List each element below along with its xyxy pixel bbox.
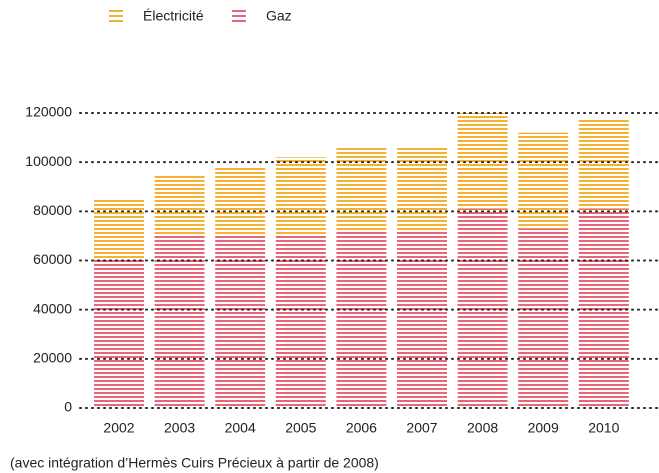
bar-segment bbox=[275, 157, 326, 236]
legend-swatch bbox=[109, 20, 123, 22]
x-tick-label: 2008 bbox=[467, 420, 498, 436]
bar-segment bbox=[397, 231, 447, 408]
y-tick-label: 100000 bbox=[25, 153, 72, 169]
y-tick-label: 40000 bbox=[33, 300, 72, 316]
bar-segment bbox=[94, 258, 144, 408]
bar-segment bbox=[578, 117, 629, 209]
bar-segment bbox=[457, 113, 508, 209]
y-tick-label: 80000 bbox=[33, 202, 72, 218]
bar-segment bbox=[215, 167, 266, 236]
bar-segment bbox=[94, 199, 144, 259]
x-tick-label: 2010 bbox=[588, 420, 619, 436]
bar-segment bbox=[336, 147, 387, 231]
bar-segment bbox=[215, 235, 266, 408]
footnote: (avec intégration d’Hermès Cuirs Précieu… bbox=[10, 455, 379, 471]
x-tick-label: 2005 bbox=[285, 420, 316, 436]
x-tick-label: 2003 bbox=[164, 420, 195, 436]
bar-segment bbox=[397, 147, 447, 231]
legend-swatch bbox=[109, 10, 123, 12]
x-tick-label: 2006 bbox=[346, 420, 377, 436]
legend-label: Gaz bbox=[266, 8, 292, 24]
bar-segment bbox=[518, 228, 569, 408]
bar-segment bbox=[154, 235, 205, 408]
legend-swatch bbox=[232, 15, 246, 17]
x-tick-label: 2007 bbox=[406, 420, 437, 436]
bar-segment bbox=[578, 208, 629, 408]
bar-segment bbox=[275, 235, 326, 408]
legend-item: Gaz bbox=[232, 8, 292, 24]
bar-segment bbox=[154, 174, 205, 236]
legend-swatch bbox=[232, 10, 246, 12]
y-tick-label: 120000 bbox=[25, 104, 72, 120]
x-tick-label: 2009 bbox=[528, 420, 559, 436]
x-tick-label: 2004 bbox=[225, 420, 256, 436]
legend-item: Électricité bbox=[109, 8, 204, 24]
legend-label: Électricité bbox=[143, 8, 204, 24]
bar-segment bbox=[457, 208, 508, 408]
x-tick-label: 2002 bbox=[103, 420, 134, 436]
y-tick-label: 0 bbox=[64, 399, 72, 415]
y-tick-label: 20000 bbox=[33, 350, 72, 366]
bar-segment bbox=[518, 132, 569, 229]
y-tick-label: 60000 bbox=[33, 251, 72, 267]
legend-swatch bbox=[232, 20, 246, 22]
bar-segment bbox=[336, 231, 387, 408]
legend-swatch bbox=[109, 15, 123, 17]
